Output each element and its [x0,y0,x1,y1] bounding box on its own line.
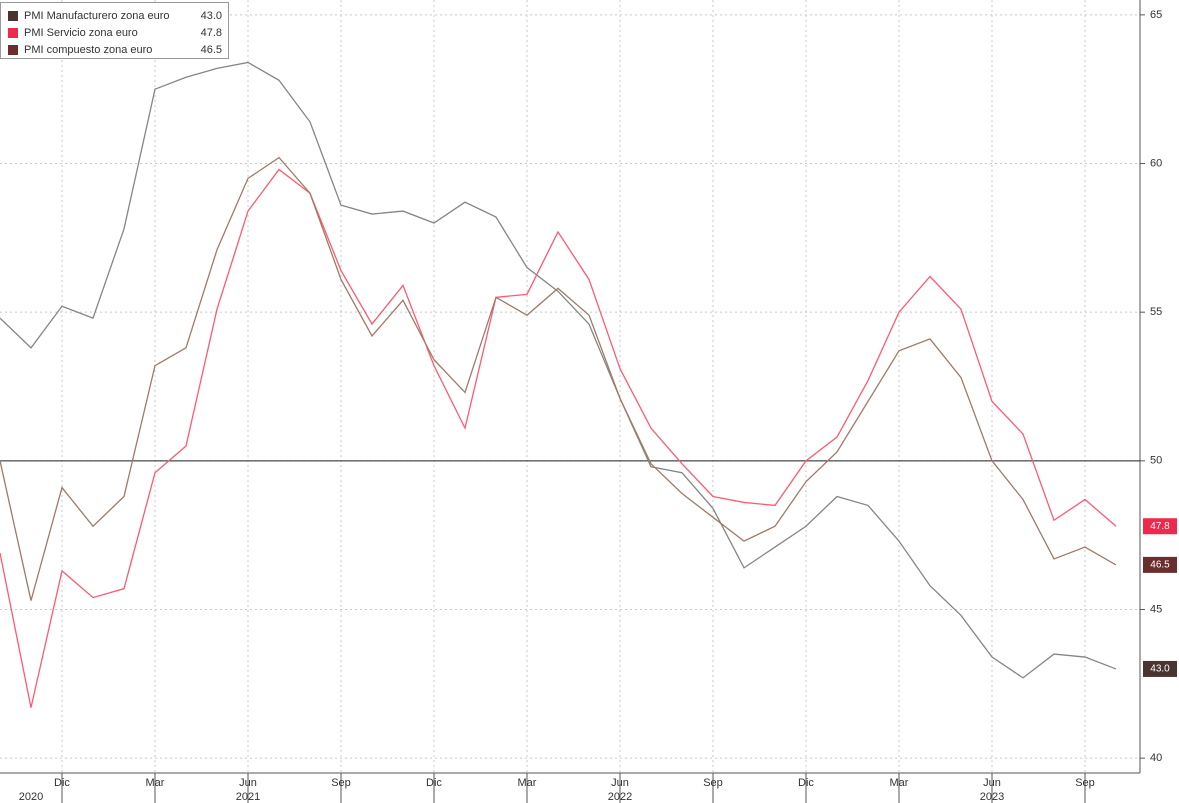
value-badge [1143,556,1177,573]
legend-value: 47.8 [201,27,222,39]
legend-swatch [8,28,18,38]
x-tick-label: Sep [1075,777,1095,789]
y-tick-label: 45 [1150,603,1162,615]
series-line [0,61,1117,679]
value-label: 47.8 [1150,521,1170,532]
y-tick-label: 60 [1150,157,1162,169]
x-tick-label: Dic [54,777,70,789]
legend-label: PMI Manufacturero zona euro [24,10,170,22]
series-line [0,168,1117,708]
y-tick-label: 50 [1150,455,1162,467]
value-label: 46.5 [1150,560,1170,571]
year-label: 2020 [19,791,43,803]
x-tick-label: Dic [426,777,442,789]
legend-box [0,2,229,59]
legend-swatch [8,11,18,21]
legend-value: 43.0 [201,10,222,22]
y-tick-label: 55 [1150,306,1162,318]
legend-swatch [8,45,18,55]
x-tick-label: Mar [518,777,537,789]
x-tick-label: Mar [890,777,909,789]
year-label: 2022 [608,791,632,803]
legend: PMI Manufacturero zona euro 43.0 PMI Servi… [0,2,229,59]
x-tick-label: Jun [983,777,1001,789]
x-tick-label: Mar [146,777,165,789]
x-tick-label: Sep [703,777,723,789]
legend-value: 46.5 [201,44,222,56]
x-tick-label: Jun [611,777,629,789]
year-label: 2021 [236,791,260,803]
y-tick-label: 65 [1150,9,1162,21]
value-badge [1143,518,1177,535]
value-label: 43.0 [1150,664,1170,675]
series-line [0,156,1117,601]
y-tick-label: 40 [1150,752,1162,764]
value-badge [1143,660,1177,677]
year-label: 2023 [980,791,1004,803]
legend-label: PMI compuesto zona euro [24,44,152,56]
x-tick-label: Dic [798,777,814,789]
x-tick-label: Jun [239,777,257,789]
legend-label: PMI Servicio zona euro [24,27,138,39]
x-tick-label: Sep [331,777,351,789]
